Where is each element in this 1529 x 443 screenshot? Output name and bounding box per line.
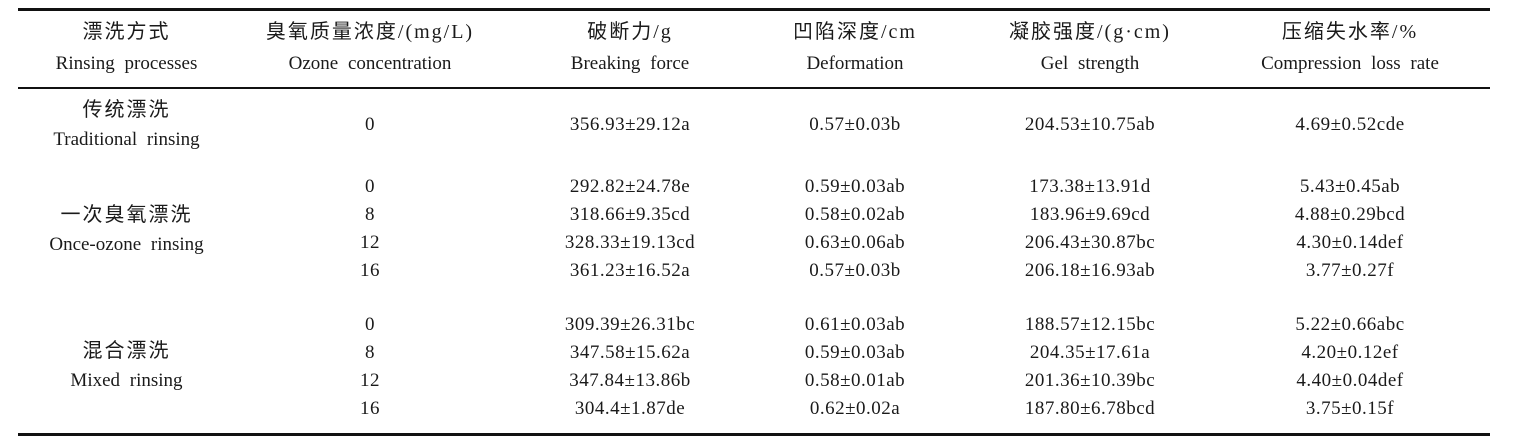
cell-ozone-concentration: 0 (365, 176, 375, 197)
cell-compression-loss-rate: 3.75±0.15f (1305, 398, 1395, 419)
cell-compression-loss-rate: 3.77±0.27f (1305, 260, 1395, 281)
cell-deformation: 0.57±0.03b (809, 260, 901, 281)
cell-compression-loss-rate: 4.30±0.14def (1296, 232, 1404, 253)
cell-deformation: 0.62±0.02a (809, 398, 901, 419)
cell-deformation: 0.61±0.03ab (804, 314, 906, 335)
cell-ozone-concentration: 8 (365, 204, 375, 225)
cell-ozone-concentration: 8 (365, 342, 375, 363)
header-zh-label: 破断力/g (587, 21, 673, 43)
cell-gel-strength: 173.38±13.91d (1029, 176, 1151, 197)
cell-deformation: 0.59±0.03ab (804, 342, 906, 363)
cell-ozone-concentration: 16 (360, 398, 380, 419)
col-header-gel-strength: 凝胶强度/(g·cm) Gel strength (955, 10, 1225, 89)
header-en-label: Breaking force (570, 53, 690, 74)
col-header-rinsing-processes: 漂洗方式 Rinsing processes (18, 10, 235, 89)
col-header-ozone-concentration: 臭氧质量浓度/(mg/L) Ozone concentration (235, 10, 505, 89)
cell-gel-strength: 204.53±10.75ab (1024, 114, 1156, 135)
cell-breaking-force: 347.58±15.62a (569, 342, 691, 363)
cell-ozone-concentration: 0 (365, 114, 375, 135)
table-header: 漂洗方式 Rinsing processes 臭氧质量浓度/(mg/L) Ozo… (18, 10, 1490, 89)
header-en-label: Rinsing processes (55, 53, 198, 74)
table-row: 16 304.4±1.87de 0.62±0.02a 187.80±6.78bc… (18, 395, 1490, 435)
cell-gel-strength: 206.43±30.87bc (1024, 232, 1156, 253)
cell-gel-strength: 187.80±6.78bcd (1024, 398, 1156, 419)
cell-gel-strength: 204.35±17.61a (1029, 342, 1151, 363)
col-header-breaking-force: 破断力/g Breaking force (505, 10, 755, 89)
table-row: 8 318.66±9.35cd 0.58±0.02ab 183.96±9.69c… (18, 201, 1490, 229)
header-zh-label: 压缩失水率/% (1281, 21, 1419, 43)
results-table: 漂洗方式 Rinsing processes 臭氧质量浓度/(mg/L) Ozo… (18, 8, 1490, 436)
cell-gel-strength: 188.57±12.15bc (1024, 314, 1156, 335)
table-row: 传统漂洗 Traditional rinsing 0 356.93±29.12a… (18, 88, 1490, 161)
table-row: 12 328.33±19.13cd 0.63±0.06ab 206.43±30.… (18, 229, 1490, 257)
col-header-deformation: 凹陷深度/cm Deformation (755, 10, 955, 89)
header-en-label: Deformation (806, 53, 904, 74)
cell-breaking-force: 328.33±19.13cd (564, 232, 696, 253)
group-zh-label: 混合漂洗 (82, 340, 171, 362)
cell-ozone-concentration: 12 (360, 370, 380, 391)
group-en-label: Mixed rinsing (70, 370, 183, 391)
cell-compression-loss-rate: 4.20±0.12ef (1301, 342, 1399, 363)
group-en-label: Traditional rinsing (53, 129, 200, 150)
cell-gel-strength: 183.96±9.69cd (1029, 204, 1151, 225)
table-row: 12 347.84±13.86b 0.58±0.01ab 201.36±10.3… (18, 367, 1490, 395)
group-zh-label: 传统漂洗 (82, 99, 171, 121)
cell-compression-loss-rate: 4.69±0.52cde (1295, 114, 1405, 135)
cell-compression-loss-rate: 5.43±0.45ab (1299, 176, 1401, 197)
col-header-compression-loss-rate: 压缩失水率/% Compression loss rate (1225, 10, 1490, 89)
table-row: 16 361.23±16.52a 0.57±0.03b 206.18±16.93… (18, 257, 1490, 299)
header-en-label: Gel strength (1040, 53, 1140, 74)
table-row: 混合漂洗 Mixed rinsing 0 309.39±26.31bc 0.61… (18, 299, 1490, 391)
header-en-label: Ozone concentration (288, 53, 452, 74)
cell-gel-strength: 201.36±10.39bc (1024, 370, 1156, 391)
cell-breaking-force: 309.39±26.31bc (564, 314, 696, 335)
cell-deformation: 0.59±0.03ab (804, 176, 906, 197)
cell-ozone-concentration: 0 (365, 314, 375, 335)
header-zh-label: 凹陷深度/cm (793, 21, 917, 43)
cell-compression-loss-rate: 5.22±0.66abc (1295, 314, 1405, 335)
cell-breaking-force: 356.93±29.12a (569, 114, 691, 135)
group-label-mixed-rinsing: 混合漂洗 Mixed rinsing (18, 299, 235, 435)
cell-deformation: 0.58±0.01ab (804, 370, 906, 391)
cell-deformation: 0.57±0.03b (809, 114, 901, 135)
header-zh-label: 臭氧质量浓度/(mg/L) (265, 21, 475, 43)
cell-ozone-concentration: 12 (360, 232, 380, 253)
table-body: 传统漂洗 Traditional rinsing 0 356.93±29.12a… (18, 88, 1490, 435)
cell-breaking-force: 361.23±16.52a (569, 260, 691, 281)
cell-deformation: 0.63±0.06ab (804, 232, 906, 253)
cell-breaking-force: 347.84±13.86b (569, 370, 691, 391)
header-en-label: Compression loss rate (1261, 53, 1439, 74)
group-label-traditional-rinsing: 传统漂洗 Traditional rinsing (18, 88, 235, 161)
group-zh-label: 一次臭氧漂洗 (60, 204, 193, 226)
cell-ozone-concentration: 16 (360, 260, 380, 281)
cell-deformation: 0.58±0.02ab (804, 204, 906, 225)
cell-breaking-force: 304.4±1.87de (574, 398, 686, 419)
header-zh-label: 凝胶强度/(g·cm) (1009, 21, 1171, 43)
group-en-label: Once-ozone rinsing (49, 234, 204, 255)
cell-gel-strength: 206.18±16.93ab (1024, 260, 1156, 281)
cell-compression-loss-rate: 4.40±0.04def (1296, 370, 1404, 391)
cell-compression-loss-rate: 4.88±0.29bcd (1294, 204, 1406, 225)
cell-breaking-force: 292.82±24.78e (569, 176, 691, 197)
header-zh-label: 漂洗方式 (82, 21, 171, 43)
header-row: 漂洗方式 Rinsing processes 臭氧质量浓度/(mg/L) Ozo… (18, 10, 1490, 89)
table-row: 8 347.58±15.62a 0.59±0.03ab 204.35±17.61… (18, 339, 1490, 367)
table-row: 一次臭氧漂洗 Once-ozone rinsing 0 292.82±24.78… (18, 161, 1490, 255)
cell-breaking-force: 318.66±9.35cd (569, 204, 691, 225)
group-label-once-ozone-rinsing: 一次臭氧漂洗 Once-ozone rinsing (18, 161, 235, 299)
